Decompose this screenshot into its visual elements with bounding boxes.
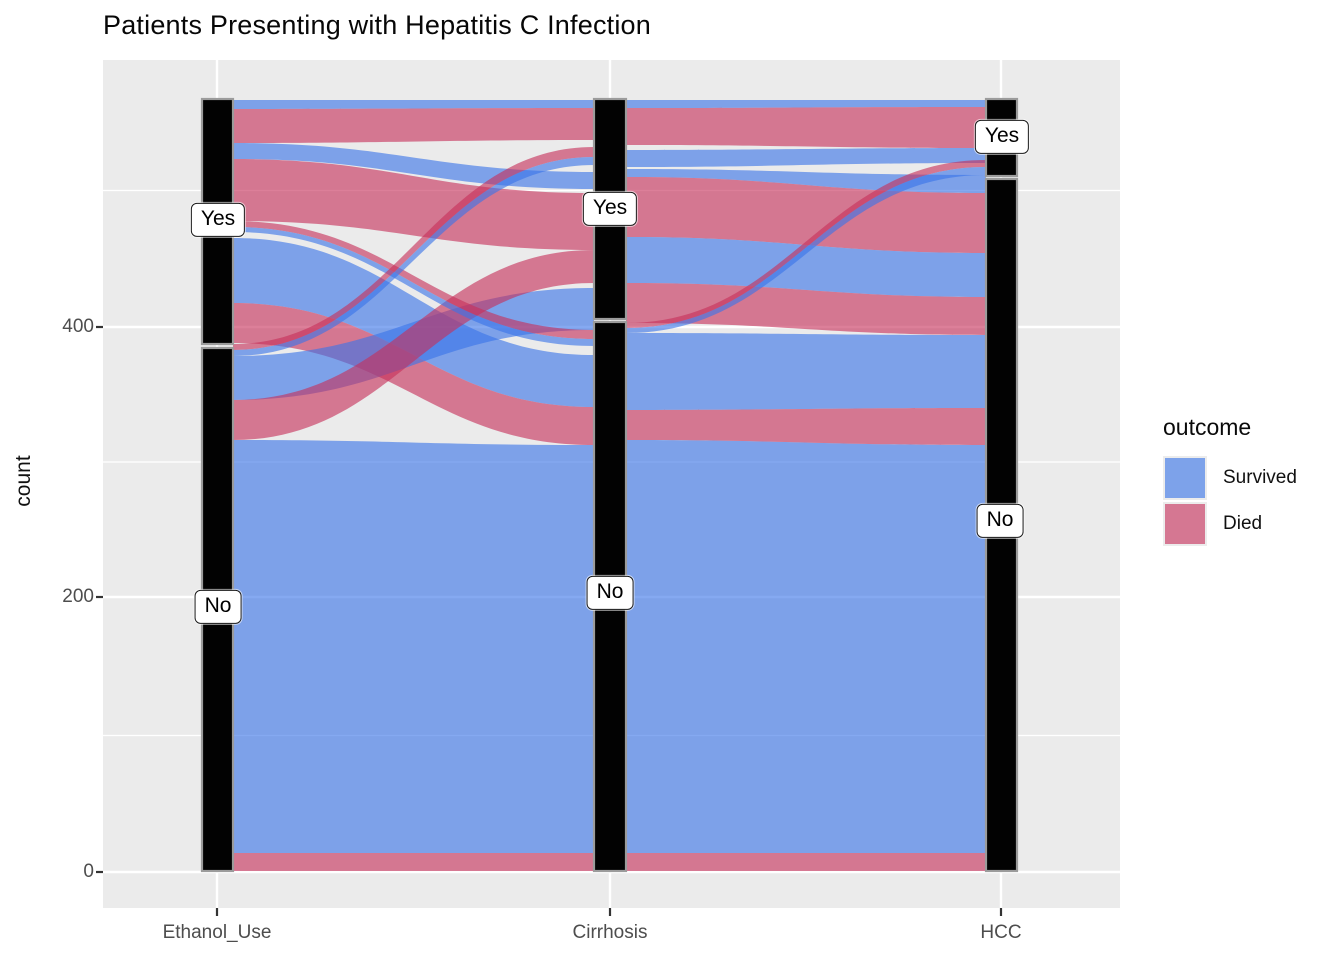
stratum-label-cirrhosis-yes: Yes	[582, 191, 638, 227]
y-tick-label-400: 400	[62, 316, 94, 337]
stratum-label-cirrhosis-no: No	[586, 575, 634, 611]
flow-ribbon-died	[233, 147, 594, 350]
flow-ribbon-survived	[626, 148, 986, 167]
flow-ribbon-survived	[233, 100, 594, 109]
legend: outcome Survived Died	[1157, 414, 1337, 547]
legend-item-survived: Survived	[1157, 455, 1337, 501]
flow-ribbon-survived	[233, 157, 594, 356]
flow-ribbon-died	[626, 283, 986, 335]
flow-ribbon-died	[626, 408, 986, 445]
legend-title: outcome	[1163, 414, 1252, 440]
x-tick-label-cirrhosis: Cirrhosis	[572, 922, 648, 943]
stratum-label-ethanol-no: No	[194, 589, 242, 625]
legend-label-survived: Survived	[1223, 467, 1297, 488]
x-tick-label-hcc: HCC	[980, 922, 1022, 943]
y-axis-title: count	[12, 455, 35, 507]
flow-ribbon-survived	[626, 167, 986, 333]
y-tick-label-200: 200	[62, 586, 94, 607]
flow-ribbon-died	[233, 159, 594, 250]
flow-ribbon-died	[233, 853, 594, 871]
stratum-label-ethanol-yes: Yes	[190, 202, 246, 238]
flow-ribbon-survived	[626, 237, 986, 297]
flow-ribbon-survived	[626, 440, 986, 853]
legend-swatch-survived	[1163, 456, 1207, 500]
stratum-label-hcc-yes: Yes	[974, 119, 1030, 155]
chart-title: Patients Presenting with Hepatitis C Inf…	[103, 10, 651, 40]
flow-ribbon-died	[233, 108, 594, 143]
flow-ribbon-died	[626, 160, 986, 328]
flow-ribbon-died	[233, 303, 594, 445]
legend-swatch-died	[1163, 502, 1207, 546]
flow-ribbon-survived	[626, 333, 986, 410]
x-tick-label-ethanol-use: Ethanol_Use	[162, 922, 272, 943]
y-tick-label-0: 0	[83, 861, 94, 882]
legend-item-died: Died	[1157, 501, 1337, 547]
flow-ribbon-survived	[233, 227, 594, 346]
flow-ribbon-survived	[626, 100, 986, 108]
stratum-label-hcc-no: No	[976, 503, 1024, 539]
flow-ribbon-died	[626, 853, 986, 871]
flow-ribbon-died	[626, 107, 986, 148]
flow-ribbon-died	[626, 177, 986, 253]
flow-ribbon-died	[233, 250, 594, 440]
flow-ribbon-died	[233, 221, 594, 339]
legend-label-died: Died	[1223, 513, 1263, 534]
flow-ribbon-survived	[233, 440, 594, 853]
